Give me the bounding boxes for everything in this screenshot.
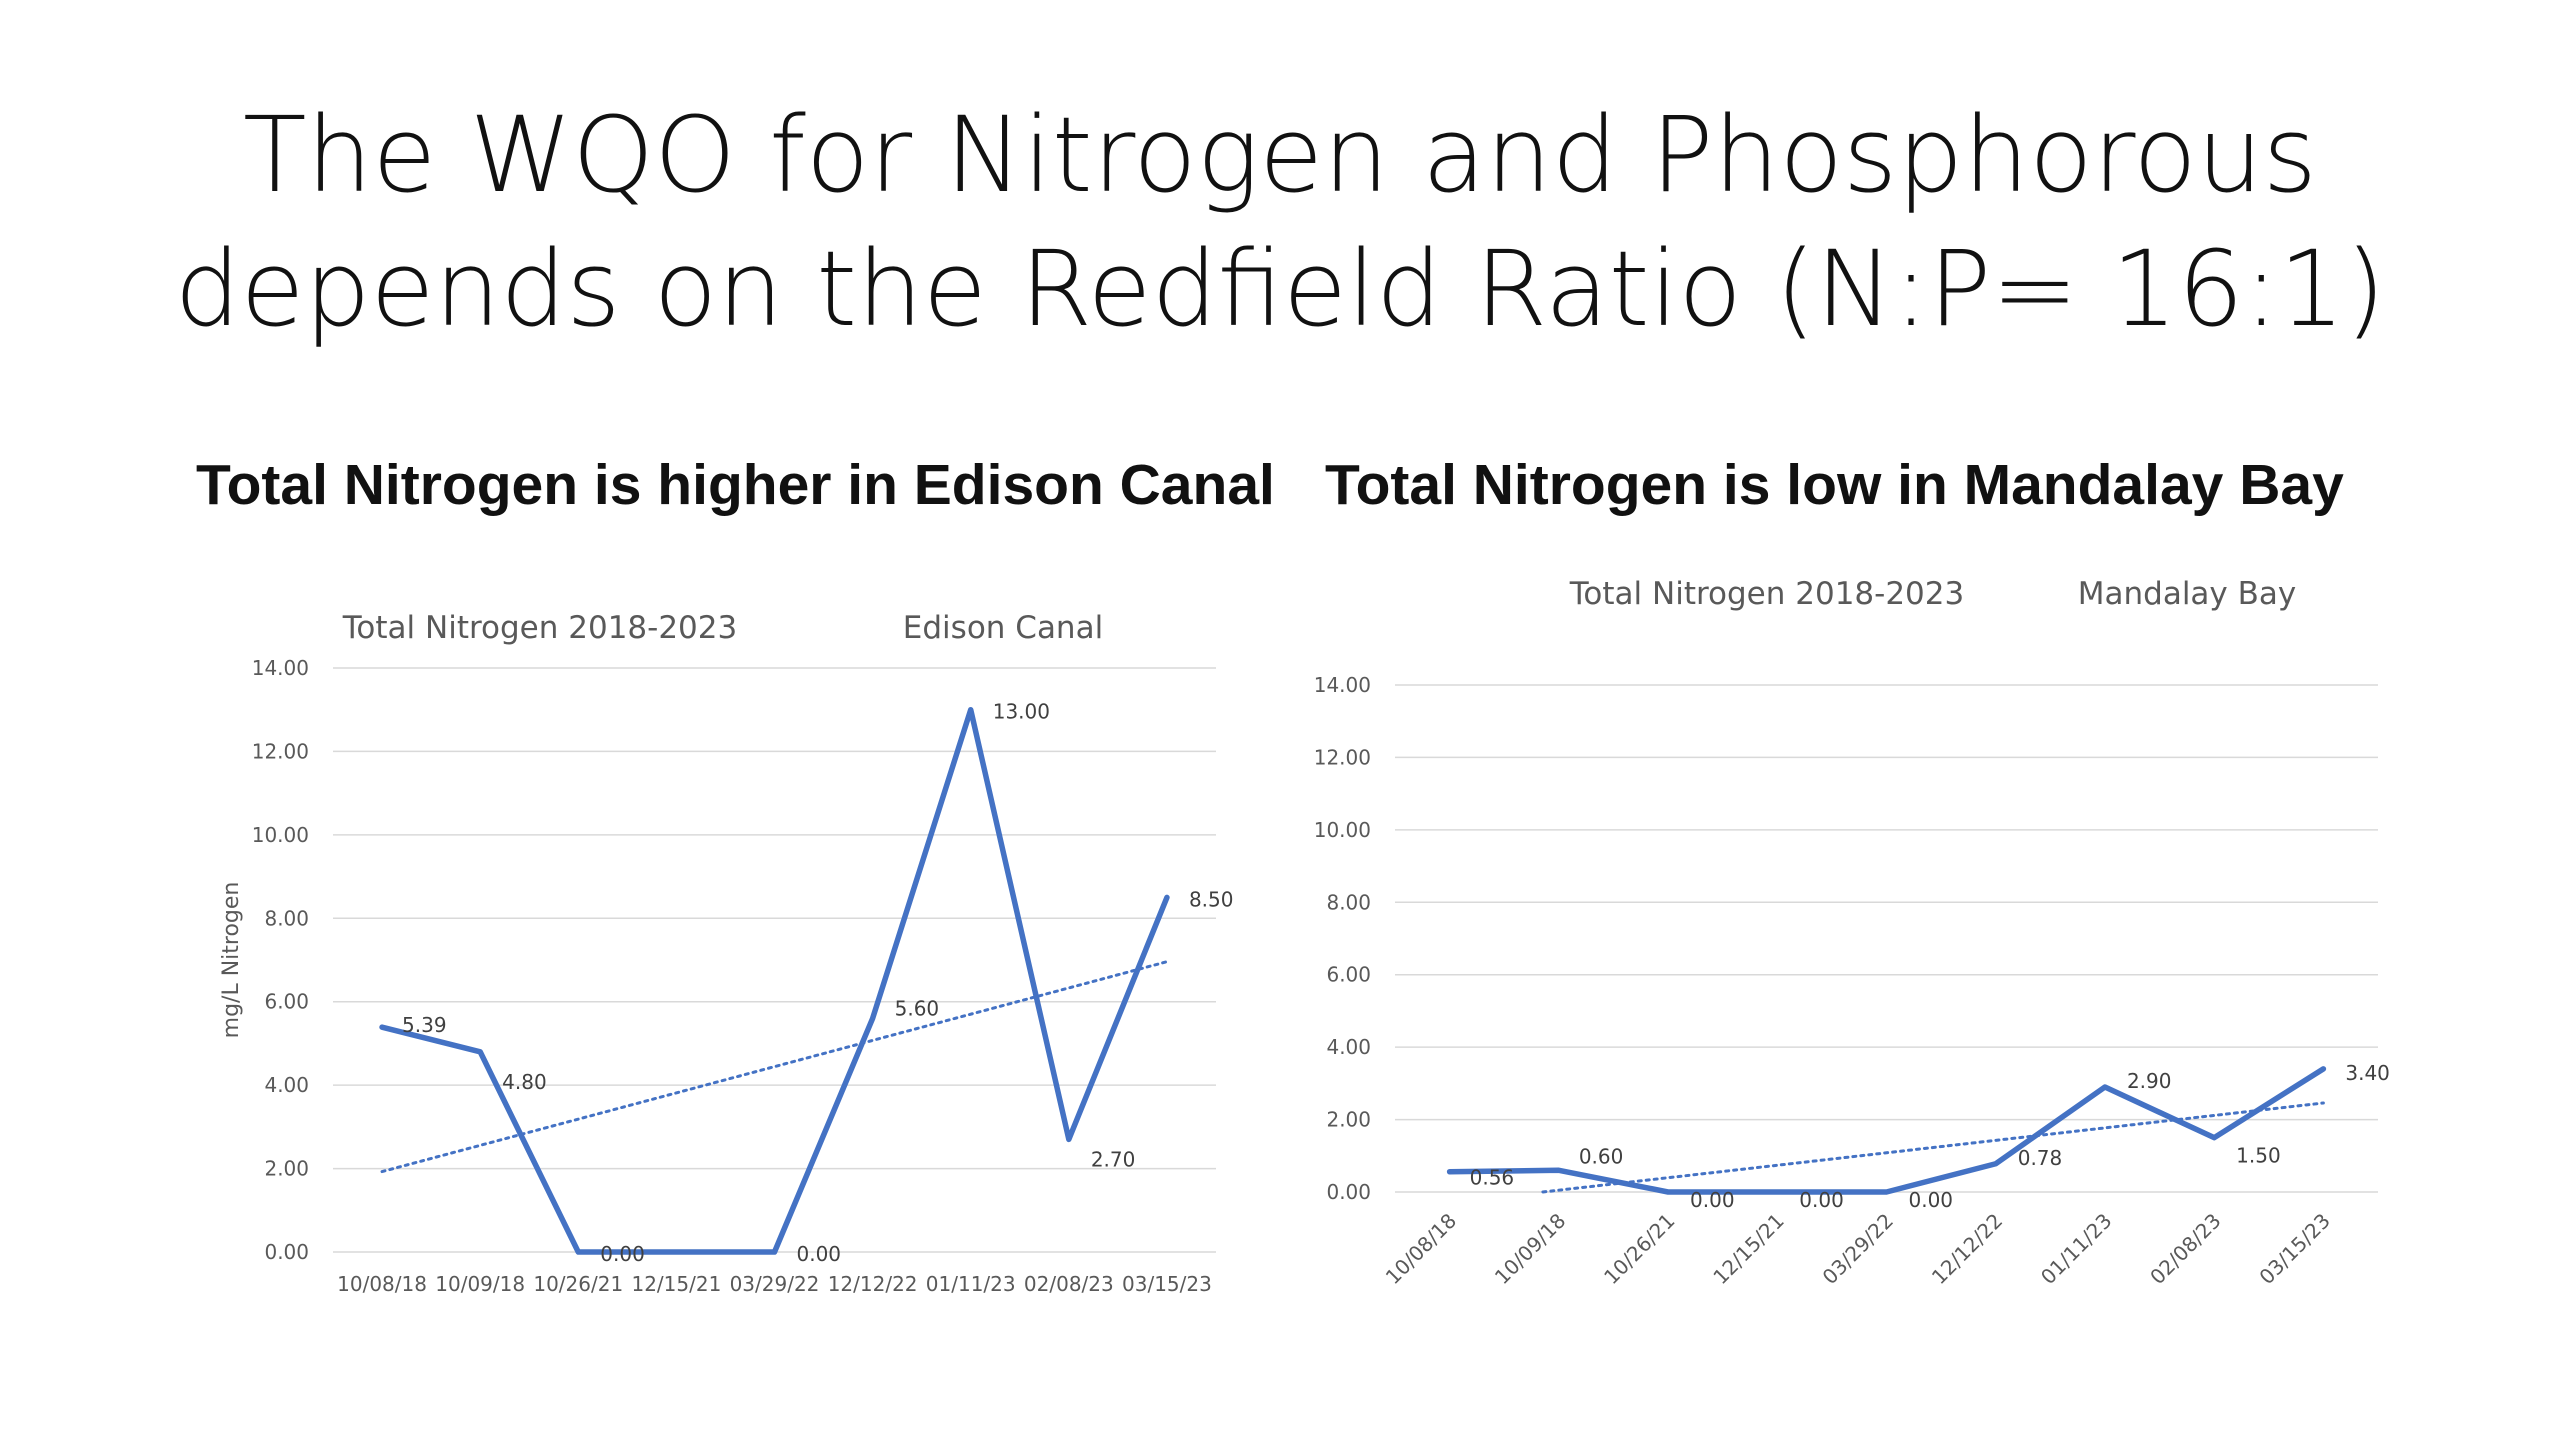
y-tick-label: 12.00 [1314, 745, 1371, 769]
slide-title: The WQO for Nitrogen and Phosphorous dep… [0, 88, 2560, 356]
x-tick-label: 03/15/23 [2254, 1209, 2334, 1289]
chart-subtitle: Edison Canal [903, 610, 1103, 646]
data-label: 0.56 [1470, 1166, 1515, 1190]
data-label: 4.80 [502, 1070, 547, 1094]
y-tick-label: 8.00 [1326, 890, 1371, 914]
data-label: 5.39 [402, 1013, 447, 1037]
x-tick-label: 02/08/23 [2145, 1209, 2225, 1289]
x-tick-label: 10/26/21 [533, 1272, 623, 1296]
data-label: 2.90 [2127, 1069, 2172, 1093]
x-tick-label: 02/08/23 [1024, 1272, 1114, 1296]
data-label: 0.60 [1579, 1144, 1624, 1168]
y-tick-label: 10.00 [1314, 818, 1371, 842]
x-tick-label: 10/08/18 [1381, 1209, 1461, 1289]
data-label: 0.00 [1799, 1188, 1844, 1212]
data-label: 2.70 [1091, 1147, 1136, 1171]
y-tick-label: 12.00 [252, 739, 309, 763]
series-line [379, 706, 1170, 1255]
y-tick-label: 10.00 [252, 823, 309, 847]
slide-title-line-1: The WQO for Nitrogen and Phosphorous [242, 94, 2317, 216]
y-tick-label: 6.00 [1326, 963, 1371, 987]
x-tick-label: 12/12/22 [1927, 1209, 2007, 1289]
data-label: 0.78 [2018, 1146, 2063, 1170]
y-tick-label: 14.00 [1314, 673, 1371, 697]
heading-edison-canal: Total Nitrogen is higher in Edison Canal [196, 453, 1275, 517]
x-tick-label: 01/11/23 [2036, 1209, 2116, 1289]
data-label: 8.50 [1189, 887, 1234, 911]
y-tick-label: 2.00 [1326, 1108, 1371, 1132]
heading-mandalay-bay: Total Nitrogen is low in Mandalay Bay [1325, 453, 2344, 517]
y-tick-label: 8.00 [264, 906, 309, 930]
chart-subtitle: Mandalay Bay [2078, 576, 2296, 612]
x-tick-label: 12/15/21 [631, 1272, 721, 1296]
chart-title: Total Nitrogen 2018-2023 [342, 610, 737, 646]
data-label: 0.00 [1690, 1188, 1735, 1212]
y-tick-label: 4.00 [264, 1073, 309, 1097]
x-tick-label: 10/26/21 [1599, 1209, 1679, 1289]
x-tick-label: 01/11/23 [926, 1272, 1016, 1296]
data-label: 5.60 [895, 996, 940, 1020]
y-tick-label: 6.00 [264, 990, 309, 1014]
y-tick-label: 4.00 [1326, 1035, 1371, 1059]
chart-title: Total Nitrogen 2018-2023 [1569, 576, 1964, 612]
x-tick-label: 03/29/22 [1818, 1209, 1898, 1289]
series-line [1446, 1066, 2327, 1195]
trendline [1541, 1101, 2325, 1194]
x-tick-label: 10/09/18 [435, 1272, 525, 1296]
x-tick-label: 10/08/18 [337, 1272, 427, 1296]
y-tick-label: 0.00 [1326, 1180, 1371, 1204]
data-label: 1.50 [2236, 1144, 2281, 1168]
data-label: 13.00 [993, 700, 1050, 724]
slide-title-line-2: depends on the Redfield Ratio (N:P= 16:1… [174, 228, 2386, 350]
y-axis-label: mg/L Nitrogen [219, 882, 244, 1039]
x-tick-label: 03/15/23 [1122, 1272, 1212, 1296]
x-tick-label: 10/09/18 [1490, 1209, 1570, 1289]
x-tick-label: 03/29/22 [730, 1272, 820, 1296]
data-label: 0.00 [600, 1242, 645, 1266]
data-label: 0.00 [1909, 1188, 1954, 1212]
data-label: 3.40 [2345, 1061, 2390, 1085]
x-tick-label: 12/12/22 [828, 1272, 918, 1296]
y-tick-label: 2.00 [264, 1157, 309, 1181]
trendline [380, 960, 1169, 1174]
x-tick-label: 12/15/21 [1708, 1209, 1788, 1289]
data-label: 0.00 [797, 1242, 842, 1266]
y-tick-label: 0.00 [264, 1240, 309, 1264]
y-tick-label: 14.00 [252, 656, 309, 680]
